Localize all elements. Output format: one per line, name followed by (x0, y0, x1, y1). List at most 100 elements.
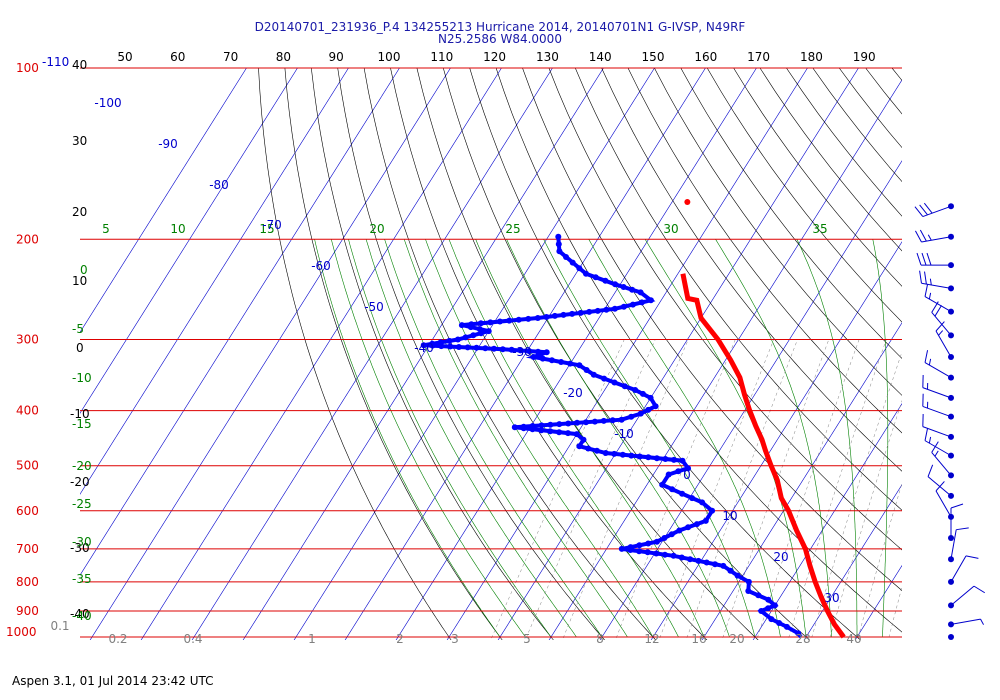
top-tick-label: 170 (747, 50, 770, 64)
wind-barb (916, 252, 954, 269)
dewpoint-point (638, 299, 645, 306)
dewpoint-point (636, 453, 643, 460)
dry-adiabat-line (891, 68, 902, 81)
wind-barb-feather (934, 305, 942, 317)
wind-barb-half-feather (928, 436, 932, 444)
wind-barb (924, 350, 954, 381)
dewpoint-point (602, 277, 609, 284)
dry-adiabat-line (971, 68, 1000, 649)
dewpoint-point (619, 451, 626, 458)
dewpoint-point (628, 452, 635, 459)
isotherm-line (80, 68, 298, 414)
isotherm-line (89, 68, 451, 640)
dewpoint-point (675, 468, 682, 475)
dry-adiabat-line (706, 68, 902, 323)
dewpoint-point (511, 424, 518, 431)
dewpoint-point (652, 403, 659, 410)
dry-adiabat-line (311, 68, 554, 640)
dewpoint-point (755, 592, 762, 599)
dewpoint-point (462, 334, 469, 341)
moist-adiabat-line (644, 239, 807, 638)
dewpoint-point (547, 428, 554, 435)
dewpoint-point (611, 379, 618, 386)
wind-barb (914, 202, 954, 218)
wind-barb-feather (924, 271, 927, 285)
top-tick-label: 90 (329, 50, 344, 64)
wind-barb-feather (924, 284, 929, 297)
top-tick-label: 140 (589, 50, 612, 64)
isotherm-label: -30 (512, 345, 532, 359)
mixing-ratio-line (615, 339, 736, 640)
moist-adiabat-line (403, 239, 628, 638)
wind-barb-half-feather (928, 358, 932, 366)
dewpoint-point (487, 319, 494, 326)
isotherm-line (854, 565, 902, 640)
dewpoint-point (438, 343, 445, 350)
top-tick-label: 190 (853, 50, 876, 64)
top-tick-label: 130 (536, 50, 559, 64)
dewpoint-point (534, 315, 541, 321)
pressure-label-200: 200 (16, 232, 39, 246)
dewpoint-point (678, 554, 685, 561)
temperature-trace (680, 273, 846, 639)
dewpoint-point (464, 344, 471, 351)
grid-lines (80, 68, 1000, 649)
dewpoint-point (632, 387, 639, 393)
dewpoint-point (629, 301, 636, 308)
dry-adiabat-line (416, 68, 759, 640)
isotherm-label: 20 (773, 550, 788, 564)
dewpoint-point (758, 608, 765, 614)
dewpoint-point (687, 556, 694, 563)
dry-adiabat-line (495, 68, 902, 633)
dewpoint-point (620, 284, 627, 290)
dewpoint-point (593, 447, 600, 454)
wind-barb (948, 503, 964, 542)
dewpoint-point (695, 557, 702, 564)
dewpoint-point (603, 306, 610, 313)
mixing-ratio-line (756, 339, 860, 640)
dry-adiabat-line (759, 68, 902, 252)
dewpoint-point (765, 596, 772, 603)
wind-barb-staff (950, 618, 981, 625)
dewpoint-point (611, 450, 618, 457)
wind-barb (948, 634, 954, 640)
dewpoint-point (679, 457, 686, 464)
wind-barb-station (948, 634, 954, 640)
dewpoint-point (477, 320, 484, 327)
dewpoint-point (529, 426, 536, 433)
left-moist-label: -40 (72, 609, 92, 623)
pressure-label-100: 100 (16, 61, 39, 75)
mixing-ratio-label: 2 (396, 632, 404, 646)
top-tick-label: 100 (378, 50, 401, 64)
dewpoint-point (647, 297, 654, 304)
dewpoint-point (645, 540, 652, 547)
wind-barb (924, 428, 954, 459)
wind-barb-feather (919, 270, 922, 284)
wind-barb-feather (923, 202, 933, 214)
dewpoint-point (447, 343, 454, 350)
dewpoint-point (586, 308, 593, 315)
dewpoint-point (776, 620, 783, 626)
dewpoint-point (525, 315, 532, 322)
dry-adiabat-line (680, 68, 902, 359)
dewpoint-point (771, 602, 778, 609)
dewpoint-point (653, 550, 660, 557)
dewpoint-point (720, 562, 727, 569)
dewpoint-point (637, 289, 644, 296)
dewpoint-point (577, 309, 584, 316)
isotherm-line (80, 68, 247, 333)
dewpoint-point (569, 310, 576, 317)
dewpoint-point (600, 417, 607, 424)
dewpoint-point (446, 337, 453, 344)
isotherm-label: 0 (683, 468, 691, 482)
wind-barb-staff (950, 585, 975, 606)
isotherm-line (497, 68, 859, 640)
moist-adiabat-line (365, 239, 577, 638)
moist-adiabat-line (331, 239, 526, 638)
wind-barb (919, 270, 954, 292)
left-moist-label: -10 (72, 371, 92, 385)
dewpoint-point (645, 454, 652, 461)
dewpoint-point (429, 342, 436, 349)
dewpoint-point (661, 535, 668, 541)
